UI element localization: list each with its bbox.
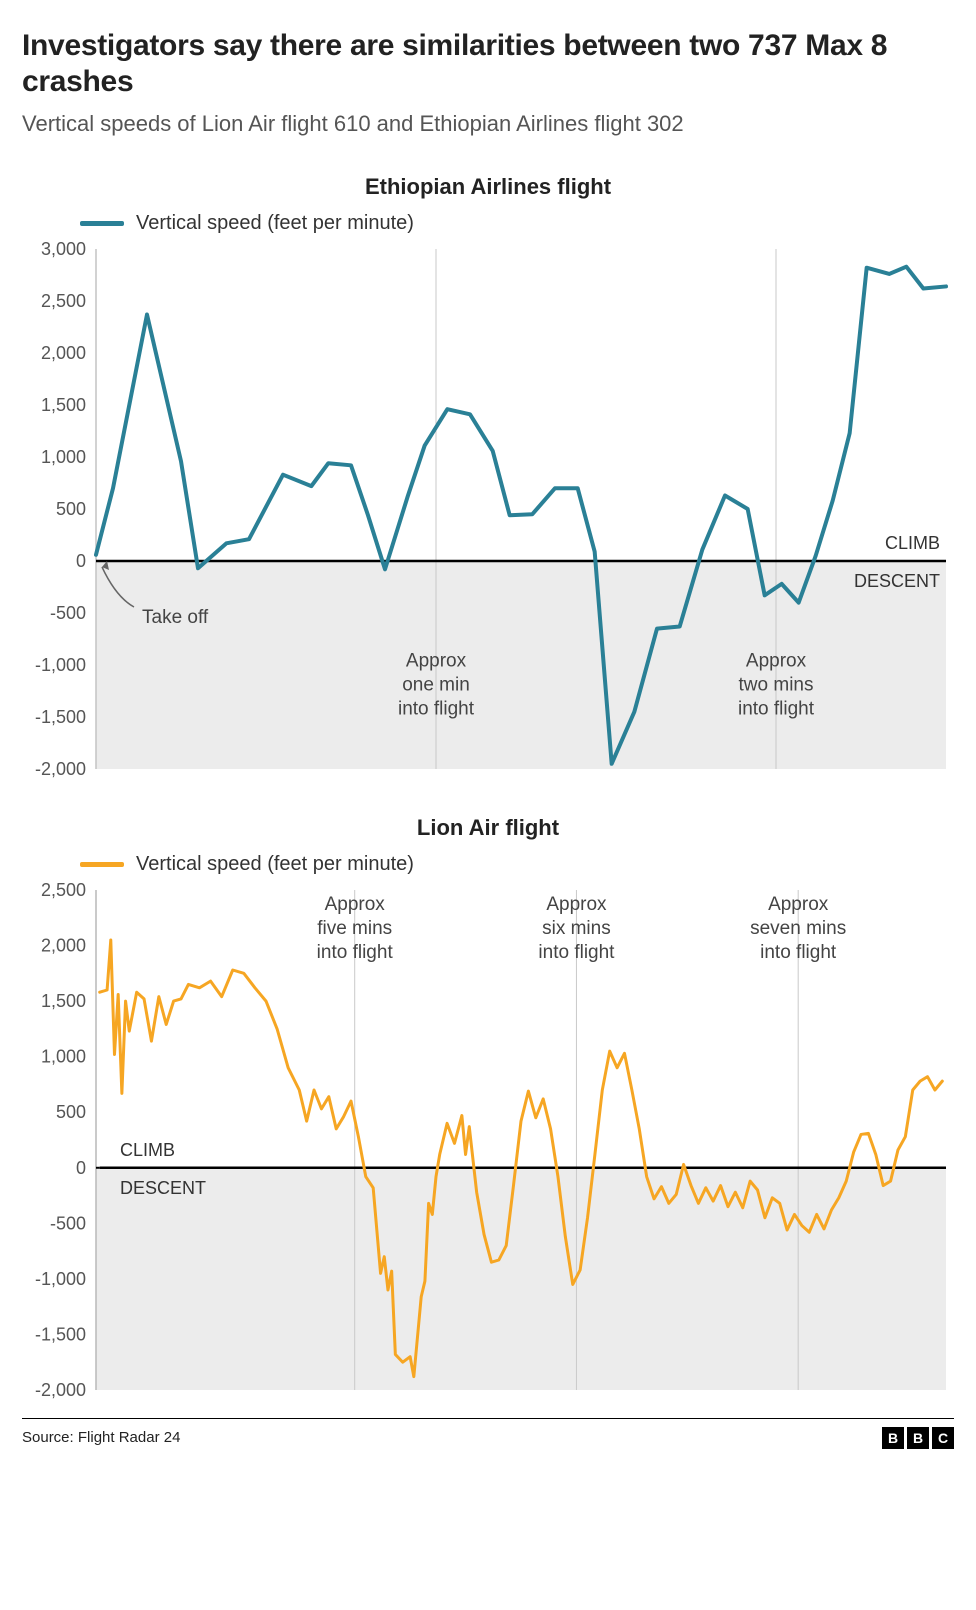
ytick-label: 2,000 [41, 343, 86, 363]
legend-swatch-lionair [80, 862, 124, 867]
annotation-line: two mins [739, 674, 814, 695]
ytick-label: 2,500 [41, 291, 86, 311]
descent-label: DESCENT [854, 571, 940, 591]
ytick-label: 2,500 [41, 880, 86, 900]
ytick-label: 0 [76, 1157, 86, 1177]
subhead: Vertical speeds of Lion Air flight 610 a… [22, 110, 954, 138]
source-label: Source: Flight Radar 24 [22, 1429, 180, 1446]
legend-lionair: Vertical speed (feet per minute) [80, 853, 954, 876]
panel-title-ethiopian: Ethiopian Airlines flight [22, 174, 954, 200]
legend-label-lionair: Vertical speed (feet per minute) [136, 853, 414, 876]
annotation-line: seven mins [750, 918, 846, 939]
ytick-label: -1,500 [35, 1324, 86, 1344]
descent-label: DESCENT [120, 1177, 206, 1197]
ytick-label: 3,000 [41, 239, 86, 259]
annotation-line: Approx [325, 894, 386, 915]
annotation-line: Approx [768, 894, 829, 915]
ytick-label: 1,500 [41, 395, 86, 415]
annotation-line: Approx [546, 894, 607, 915]
ytick-label: -2,000 [35, 759, 86, 779]
annotation-line: into flight [760, 942, 837, 963]
takeoff-label: Take off [142, 607, 209, 628]
climb-label: CLIMB [120, 1139, 175, 1159]
legend-label-ethiopian: Vertical speed (feet per minute) [136, 212, 414, 235]
annotation-line: one min [402, 674, 470, 695]
annotation-line: Approx [406, 650, 467, 671]
bbc-logo: BBC [882, 1427, 954, 1449]
legend-swatch-ethiopian [80, 221, 124, 226]
panel-title-lionair: Lion Air flight [22, 815, 954, 841]
ytick-label: 500 [56, 499, 86, 519]
ytick-label: 0 [76, 551, 86, 571]
ytick-label: 1,000 [41, 1046, 86, 1066]
annotation-line: into flight [538, 942, 615, 963]
annotation-line: six mins [542, 918, 611, 939]
annotation-line: Approx [746, 650, 807, 671]
annotation-line: into flight [317, 942, 394, 963]
ytick-label: -1,000 [35, 655, 86, 675]
headline: Investigators say there are similarities… [22, 28, 954, 100]
ytick-label: -1,500 [35, 707, 86, 727]
annotation-line: into flight [738, 698, 815, 719]
bbc-logo-letter: B [882, 1427, 904, 1449]
footer: Source: Flight Radar 24 BBC [22, 1418, 954, 1449]
climb-label: CLIMB [885, 533, 940, 553]
ytick-label: 1,000 [41, 447, 86, 467]
annotation-line: five mins [317, 918, 392, 939]
chart-lionair: 2,500 2,000 1,500 1,000 500 0 -500 -1,000 -1,500… [22, 880, 954, 1400]
chart-ethiopian: 3,000 2,500 2,000 1,500 1,000 500 0 -500 -1,000 -… [22, 239, 954, 779]
annotation-line: into flight [398, 698, 475, 719]
bbc-logo-letter: C [932, 1427, 954, 1449]
ytick-label: -2,000 [35, 1380, 86, 1400]
ytick-label: -1,000 [35, 1268, 86, 1288]
panel-ethiopian: Ethiopian Airlines flight Vertical speed… [22, 174, 954, 779]
legend-ethiopian: Vertical speed (feet per minute) [80, 212, 954, 235]
bbc-logo-letter: B [907, 1427, 929, 1449]
ytick-label: -500 [50, 603, 86, 623]
ytick-label: 500 [56, 1102, 86, 1122]
ytick-label: -500 [50, 1213, 86, 1233]
ytick-label: 1,500 [41, 991, 86, 1011]
panel-lionair: Lion Air flight Vertical speed (feet per… [22, 815, 954, 1400]
ytick-label: 2,000 [41, 935, 86, 955]
